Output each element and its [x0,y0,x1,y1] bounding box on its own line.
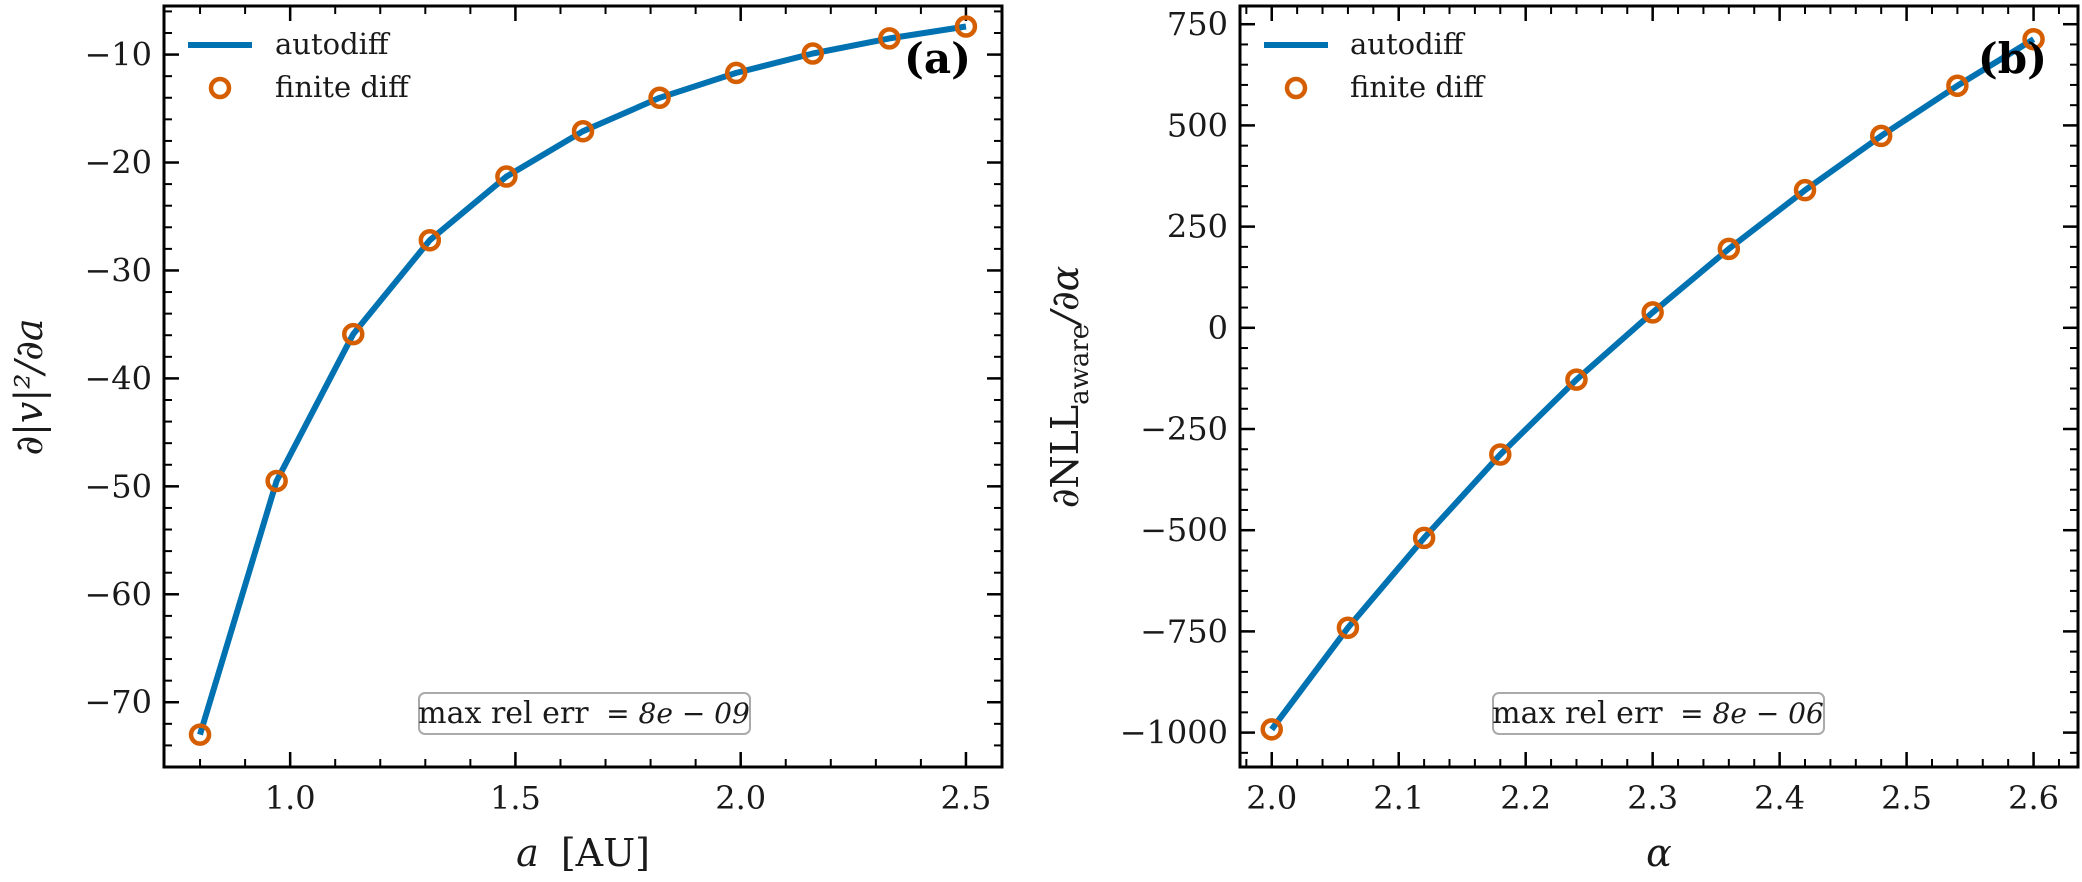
x-tick-label: 1.5 [490,779,541,817]
y-tick-label: −1000 [1120,714,1228,752]
legend-label-finite-diff: finite diff [275,70,411,104]
finite-diff-point [1717,237,1741,261]
x-tick-label: 2.5 [941,779,992,817]
x-tick-label: 2.3 [1627,779,1678,817]
y-tick-label: −50 [84,467,152,505]
tick-marks [1240,6,2078,767]
legend-marker-swatch [1284,76,1308,100]
panel-a: 1.0 1.5 2.0 2.5 −70 −60 −50 −40 −30 −20 −10 autodi… [7,4,1004,875]
x-tick-label: 2.4 [1754,779,1805,817]
y-tick-label: −750 [1140,612,1228,650]
svg-text:max rel err = 8e − 09: max rel err = 8e − 09 [418,696,750,731]
finite-diff-point [878,27,901,50]
y-axis-title-tail: /∂α [1043,266,1087,328]
x-axis-title: α [1646,831,1672,875]
legend-label-autodiff: autodiff [275,27,391,61]
y-tick-label: −70 [84,683,152,721]
x-tick-label: 2.0 [715,779,766,817]
y-tick-label: −20 [84,144,152,182]
legend: autodiff finite diff [188,27,411,104]
finite-diff-point [954,15,978,38]
y-tick-label: 750 [1167,5,1228,43]
x-axis-title: a [AU] [516,831,650,875]
panel-label: (a) [904,34,971,83]
legend: autodiff finite diff [1264,27,1486,104]
x-tick-label: 2.2 [1500,779,1551,817]
x-axis-variable: a [516,831,539,875]
finite-diff-point [648,86,671,110]
finite-diff-point [1869,124,1893,148]
finite-diff-point [1260,718,1283,741]
svg-text:max rel err = 8e − 06: max rel err = 8e − 06 [1492,696,1824,731]
legend-label-finite-diff: finite diff [1350,70,1486,104]
max-rel-err-label: max rel err [1492,696,1663,731]
x-tick-label: 2.5 [1881,779,1932,817]
legend-marker-swatch [208,76,232,100]
max-rel-err-value: = 8e − 06 [1680,697,1824,730]
finite-diff-point [265,469,288,493]
x-tick-label: 2.6 [2008,779,2059,817]
panel-label: (b) [1978,34,2047,83]
x-axis-unit: [AU] [561,831,650,875]
y-tick-label: 500 [1167,106,1228,144]
tick-marks [164,6,1002,768]
finite-diff-point [1489,443,1512,466]
max-rel-err-box: max rel err = 8e − 06 [1492,692,1825,735]
finite-diff-point [341,322,365,346]
finite-diff-markers [1260,27,2045,741]
finite-diff-point [1336,616,1360,640]
y-axis-title-sub: aware [1065,324,1095,405]
autodiff-series-line [197,23,967,736]
finite-diff-point [188,723,212,746]
panel-b: 2.0 2.1 2.2 2.3 2.4 2.5 2.6 −1000 −750 −500 −250 0 2… [1043,4,2080,875]
max-rel-err-value: = 8e − 09 [606,697,750,730]
plot-frame [162,4,1004,769]
y-tick-label: 250 [1167,208,1228,246]
y-tick-label: −30 [84,251,152,289]
y-tick-label: −250 [1140,410,1228,448]
finite-diff-point [1565,368,1588,391]
x-tick-label: 1.0 [265,779,316,817]
autodiff-series-line [1269,36,2036,732]
finite-diff-markers [188,15,978,746]
y-tick-label: −10 [84,36,152,74]
y-axis-title: ∂NLLaware/∂α [1043,266,1095,509]
y-tick-label: −60 [84,575,152,613]
finite-diff-point [1946,74,1969,97]
x-tick-label: 2.0 [1246,779,1297,817]
finite-diff-point [1412,526,1436,550]
tick-labels: 2.0 2.1 2.2 2.3 2.4 2.5 2.6 −1000 −750 −500 −250 0 2… [1120,5,2059,817]
finite-diff-point [2022,27,2045,51]
finite-diff-point [571,119,595,143]
y-axis-title-main: ∂NLL [1043,405,1087,508]
max-rel-err-label: max rel err [418,696,589,731]
finite-diff-point [1641,301,1664,324]
x-tick-label: 2.1 [1373,779,1424,817]
tick-labels: 1.0 1.5 2.0 2.5 −70 −60 −50 −40 −30 −20 −10 [84,36,991,817]
autodiff-line [197,23,967,736]
plot-frame [1238,4,2080,769]
finite-diff-point [1793,178,1817,202]
autodiff-line [1269,36,2036,732]
finite-diff-point [801,42,825,65]
y-tick-label: −500 [1140,511,1228,549]
finite-diff-point [724,61,748,85]
max-rel-err-box: max rel err = 8e − 09 [418,692,751,735]
finite-diff-point [418,228,442,252]
legend-label-autodiff: autodiff [1350,27,1466,61]
finite-diff-point [495,165,518,188]
y-tick-label: 0 [1208,309,1228,347]
y-tick-label: −40 [84,359,152,397]
y-axis-title: ∂|v|²/∂a [7,318,51,455]
